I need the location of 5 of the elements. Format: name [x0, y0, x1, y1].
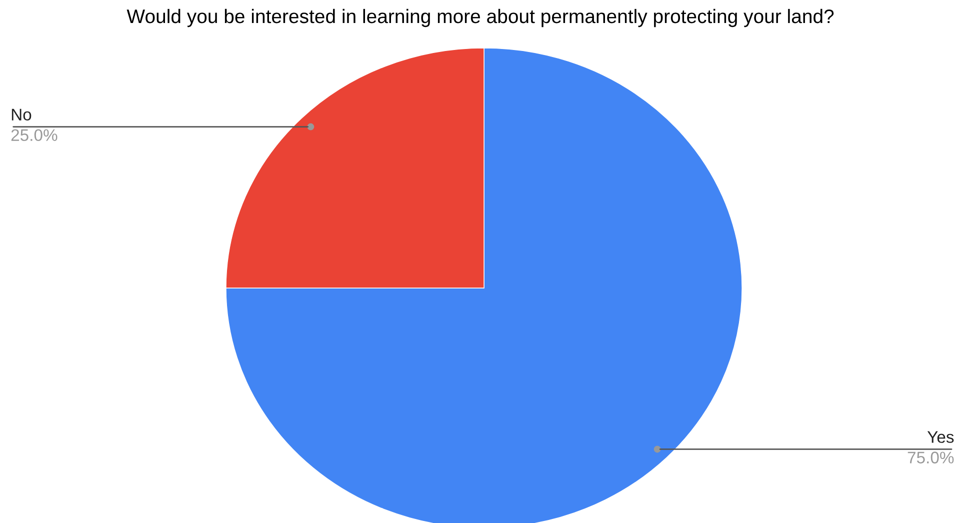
data-label: 75.0%	[908, 452, 954, 464]
data-label: 25.0%	[11, 129, 58, 142]
slice-label: No	[12, 108, 32, 120]
slice-label: Yes	[927, 431, 954, 443]
chart-title: Would you be interested in learning more about permanently protecting your land?	[126, 8, 834, 28]
